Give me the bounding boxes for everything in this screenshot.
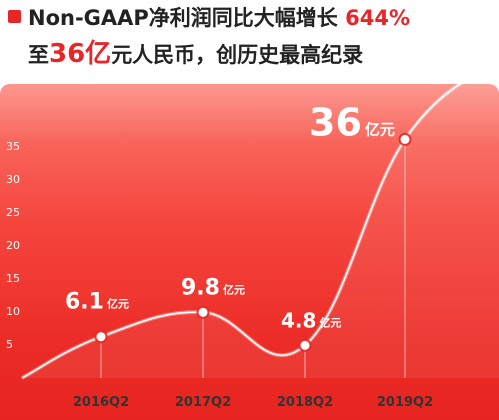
y-tick-label: 5	[6, 338, 13, 351]
y-tick-label: 35	[6, 140, 20, 153]
data-point	[94, 330, 108, 344]
chart-card	[0, 84, 499, 420]
data-point	[196, 305, 210, 319]
headline-text: Non-GAAP净利润同比大幅增长	[28, 6, 346, 30]
data-label-unit: 亿元	[319, 315, 341, 329]
headline-suffix: 元人民币，创历史最高纪录	[111, 43, 364, 67]
data-label-unit: 亿元	[107, 297, 129, 311]
x-tick-label: 2018Q2	[277, 395, 333, 410]
area-fill	[22, 60, 499, 378]
y-tick-label: 25	[6, 206, 20, 219]
data-point	[298, 338, 312, 352]
headline-bullet	[8, 10, 21, 23]
data-label-value: 9.8	[181, 275, 220, 300]
data-label-unit: 亿元	[365, 120, 395, 138]
y-tick-label: 15	[6, 272, 20, 285]
y-tick-label: 20	[6, 239, 20, 252]
data-label-value: 6.1	[65, 290, 104, 315]
x-tick-label: 2016Q2	[73, 395, 129, 410]
growth-percent: 644%	[345, 6, 411, 30]
y-tick-label: 30	[6, 173, 20, 186]
headline-prefix: 至	[28, 43, 49, 67]
x-tick-label: 2017Q2	[175, 395, 231, 410]
headline-line-1: Non-GAAP净利润同比大幅增长 644%	[28, 2, 410, 34]
profit-amount: 36亿	[49, 39, 112, 69]
data-point	[398, 132, 412, 146]
data-label-value: 4.8	[281, 308, 316, 332]
data-label-value: 36	[309, 100, 362, 144]
y-tick-label: 10	[6, 305, 20, 318]
x-tick-label: 2019Q2	[377, 395, 433, 410]
headline-line-2: 至36亿元人民币，创历史最高纪录	[28, 37, 363, 71]
headline: Non-GAAP净利润同比大幅增长 644% 至36亿元人民币，创历史最高纪录	[0, 0, 499, 80]
data-label-unit: 亿元	[223, 282, 245, 296]
